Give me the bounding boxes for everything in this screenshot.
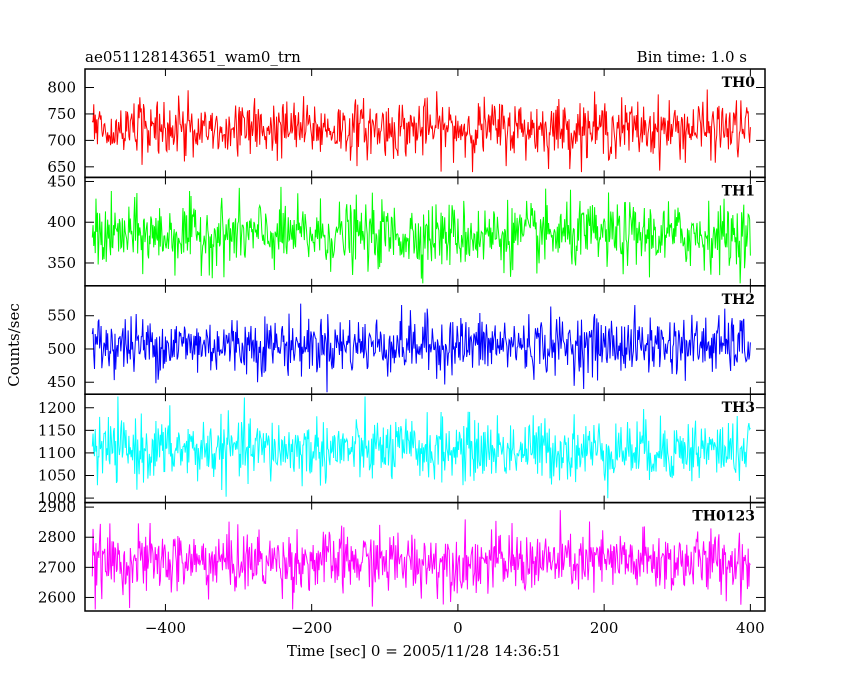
- legend-th0123: TH0123: [692, 509, 755, 525]
- y-tick-label: 2900: [38, 498, 76, 516]
- y-tick-label: 650: [47, 158, 76, 176]
- x-tick-label: −400: [145, 619, 186, 637]
- y-tick-label: 450: [47, 172, 76, 190]
- y-tick-label: 400: [47, 213, 76, 231]
- series-th1-line: [91, 186, 751, 284]
- y-tick-label: 1100: [38, 444, 76, 462]
- y-tick-label: 450: [47, 373, 76, 391]
- panel-th1: 350 400 450 TH1: [47, 172, 766, 287]
- y-tick-label: 1050: [38, 467, 76, 485]
- panel-th0: 650 700 750 800 TH0: [47, 68, 766, 179]
- plot-title: ae051128143651_wam0_trn: [85, 48, 301, 66]
- legend-th0: TH0: [722, 75, 756, 91]
- y-tick-label: 1150: [38, 421, 76, 439]
- y-tick-label: 350: [47, 254, 76, 272]
- series-th2-line: [91, 303, 751, 393]
- y-tick-label: 750: [47, 105, 76, 123]
- bin-time-label: Bin time: 1.0 s: [637, 48, 747, 66]
- series-th0123-line: [91, 510, 751, 610]
- x-tick-label: 400: [736, 619, 765, 637]
- y-tick-label: 800: [47, 79, 76, 97]
- x-axis-title: Time [sec] 0 = 2005/11/28 14:36:51: [287, 642, 561, 660]
- series-th0-line: [91, 89, 751, 173]
- panel-th2: 450 500 550 TH2: [47, 285, 766, 395]
- panel-th3: 1000 1050 1100 1150 1200 TH3: [38, 393, 766, 507]
- panel-th0123: 2600 2700 2800 2900 TH0123: [38, 498, 766, 612]
- x-tick-label: 0: [453, 619, 463, 637]
- legend-th1: TH1: [722, 183, 755, 199]
- y-tick-label: 550: [47, 307, 76, 325]
- x-axis: −400 −200 0 200 400: [145, 619, 765, 637]
- x-tick-label: −200: [291, 619, 332, 637]
- y-axis-title: Counts/sec: [5, 303, 23, 387]
- y-tick-label: 500: [47, 340, 76, 358]
- series-th3-line: [91, 396, 751, 499]
- y-tick-label: 2600: [38, 588, 76, 606]
- panels-group: 650 700 750 800 TH0 350 400 450 TH1 450 500 550 TH2 1…: [38, 68, 766, 612]
- y-tick-label: 2700: [38, 558, 76, 576]
- legend-th3: TH3: [722, 400, 755, 416]
- legend-th2: TH2: [722, 292, 755, 308]
- y-tick-label: 2800: [38, 528, 76, 546]
- y-tick-label: 1000: [38, 489, 76, 507]
- x-tick-label: 200: [590, 619, 619, 637]
- panel-frame: [84, 501, 766, 612]
- y-tick-label: 1200: [38, 399, 76, 417]
- y-tick-label: 700: [47, 131, 76, 149]
